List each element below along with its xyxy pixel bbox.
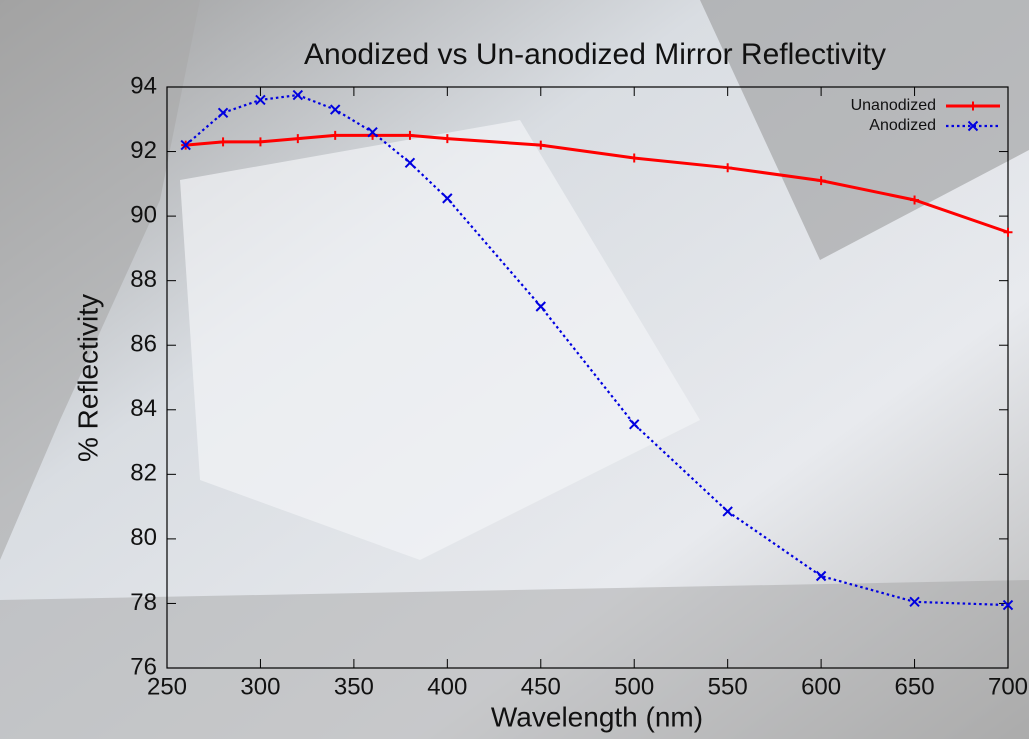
y-tick-label: 84: [130, 395, 157, 422]
x-tick-label: 300: [240, 673, 280, 700]
chart: Anodized vs Un-anodized Mirror Reflectiv…: [0, 0, 1029, 739]
x-tick-label: 650: [895, 673, 935, 700]
x-tick-label: 600: [801, 673, 841, 700]
y-tick-label: 86: [130, 331, 157, 358]
page: {"chart_data": { "type": "line", "title"…: [0, 0, 1029, 739]
x-tick-label: 250: [147, 673, 187, 700]
x-tick-label: 400: [427, 673, 467, 700]
chart-title: Anodized vs Un-anodized Mirror Reflectiv…: [304, 38, 886, 71]
y-axis-label: % Reflectivity: [72, 294, 103, 462]
y-tick-label: 80: [130, 524, 157, 551]
y-tick-label: 82: [130, 460, 157, 487]
y-tick-label: 94: [130, 72, 157, 99]
x-tick-label: 550: [708, 673, 748, 700]
y-tick-label: 90: [130, 201, 157, 228]
y-tick-label: 78: [130, 589, 157, 616]
x-tick-label: 450: [521, 673, 561, 700]
x-tick-label: 350: [334, 673, 374, 700]
legend-label: Unanodized: [851, 97, 936, 114]
y-tick-label: 92: [130, 137, 157, 164]
x-tick-label: 700: [988, 673, 1028, 700]
y-tick-label: 88: [130, 266, 157, 293]
x-axis-label: Wavelength (nm): [491, 701, 703, 732]
x-tick-label: 500: [614, 673, 654, 700]
legend-label: Anodized: [869, 117, 936, 134]
